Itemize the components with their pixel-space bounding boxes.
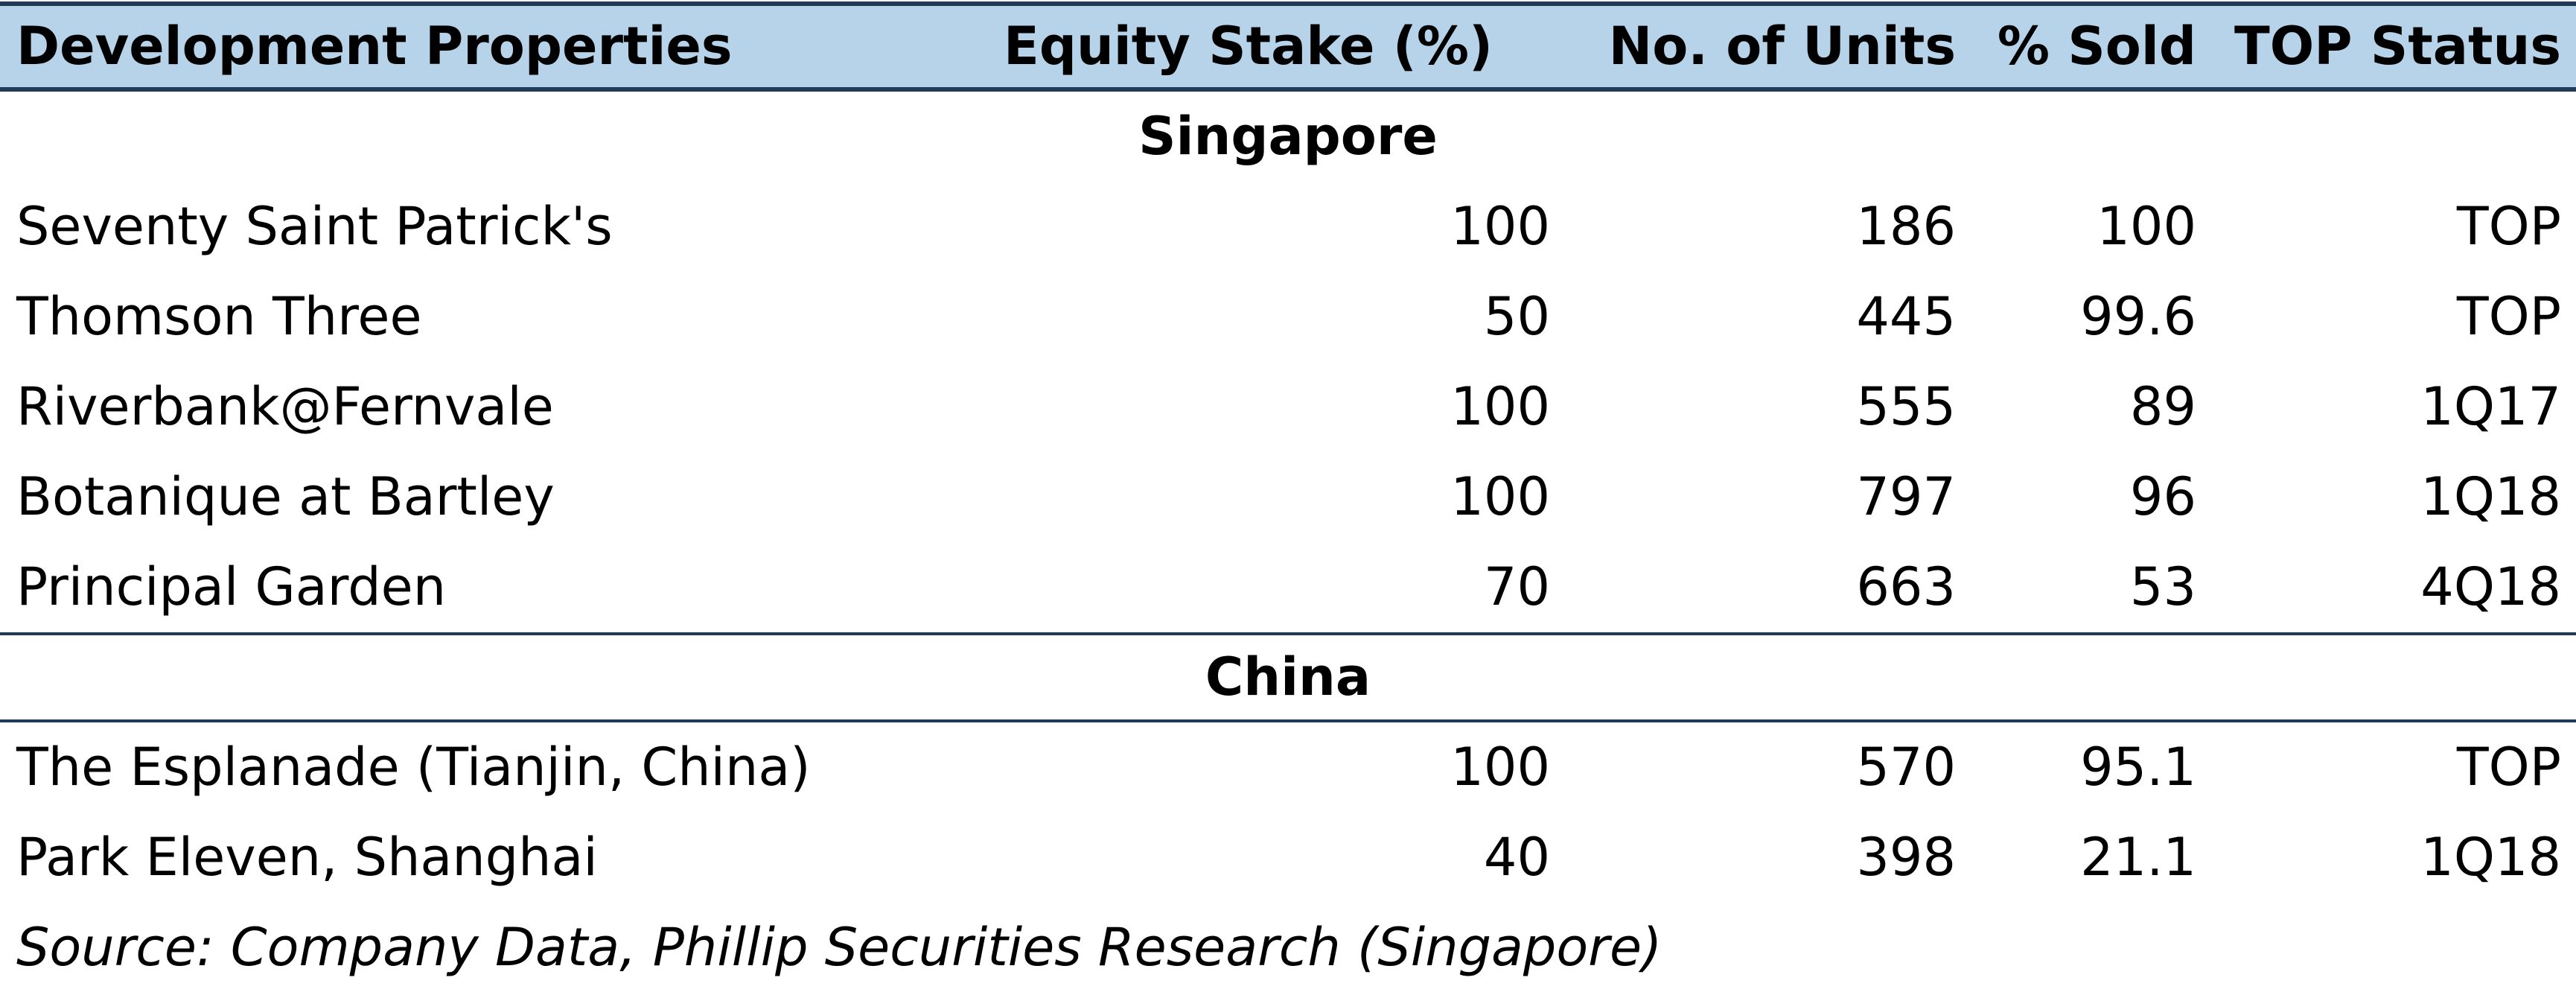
- header-no-of-units: No. of Units: [1608, 16, 1956, 77]
- row-equity-stake: 50: [1483, 286, 1550, 347]
- source-text: Source: Company Data, Phillip Securities…: [16, 917, 1662, 978]
- row-top-status: 1Q17: [2420, 376, 2561, 437]
- row-property-name: Botanique at Bartley: [16, 466, 555, 527]
- row-percent-sold: 96: [2129, 466, 2196, 527]
- source-note: Source: Company Data, Phillip Securities…: [0, 903, 2576, 993]
- row-no-of-units: 186: [1856, 196, 1956, 257]
- row-property-name: The Esplanade (Tianjin, China): [16, 737, 811, 798]
- row-no-of-units: 797: [1856, 466, 1956, 527]
- row-top-status: TOP: [2456, 737, 2561, 798]
- row-percent-sold: 21.1: [2080, 827, 2196, 888]
- row-percent-sold: 99.6: [2080, 286, 2196, 347]
- table-row: Thomson Three 50 445 99.6 TOP: [0, 272, 2576, 362]
- row-no-of-units: 663: [1856, 556, 1956, 617]
- row-equity-stake: 100: [1450, 466, 1550, 527]
- row-top-status: TOP: [2456, 196, 2561, 257]
- section-china: China: [0, 632, 2576, 722]
- row-no-of-units: 445: [1856, 286, 1956, 347]
- table-row: Riverbank@Fernvale 100 555 89 1Q17: [0, 362, 2576, 452]
- row-percent-sold: 89: [2129, 376, 2196, 437]
- row-property-name: Riverbank@Fernvale: [16, 376, 554, 437]
- row-equity-stake: 70: [1483, 556, 1550, 617]
- section-label-singapore: Singapore: [1138, 106, 1438, 167]
- row-top-status: TOP: [2456, 286, 2561, 347]
- section-label-china: China: [1205, 646, 1371, 708]
- row-no-of-units: 570: [1856, 737, 1956, 798]
- table-row: The Esplanade (Tianjin, China) 100 570 9…: [0, 722, 2576, 813]
- section-singapore: Singapore: [0, 92, 2576, 182]
- row-property-name: Park Eleven, Shanghai: [16, 827, 598, 888]
- table-header-row: Development Properties Equity Stake (%) …: [0, 1, 2576, 92]
- row-top-status: 1Q18: [2420, 827, 2561, 888]
- row-equity-stake: 40: [1483, 827, 1550, 888]
- row-property-name: Thomson Three: [16, 286, 422, 347]
- row-percent-sold: 100: [2097, 196, 2196, 257]
- table-row: Botanique at Bartley 100 797 96 1Q18: [0, 452, 2576, 542]
- table-row: Seventy Saint Patrick's 100 186 100 TOP: [0, 182, 2576, 272]
- row-top-status: 1Q18: [2420, 466, 2561, 527]
- header-top-status: TOP Status: [2234, 16, 2561, 77]
- table-row: Park Eleven, Shanghai 40 398 21.1 1Q18: [0, 813, 2576, 903]
- table-row: Principal Garden 70 663 53 4Q18: [0, 542, 2576, 632]
- row-property-name: Seventy Saint Patrick's: [16, 196, 613, 257]
- row-equity-stake: 100: [1450, 376, 1550, 437]
- row-top-status: 4Q18: [2420, 556, 2561, 617]
- header-development-properties: Development Properties: [16, 16, 733, 77]
- row-equity-stake: 100: [1450, 196, 1550, 257]
- header-percent-sold: % Sold: [1997, 16, 2196, 77]
- row-equity-stake: 100: [1450, 737, 1550, 798]
- row-percent-sold: 95.1: [2080, 737, 2196, 798]
- row-no-of-units: 398: [1856, 827, 1956, 888]
- row-property-name: Principal Garden: [16, 556, 447, 617]
- row-percent-sold: 53: [2129, 556, 2196, 617]
- row-no-of-units: 555: [1856, 376, 1956, 437]
- header-equity-stake: Equity Stake (%): [1004, 16, 1493, 77]
